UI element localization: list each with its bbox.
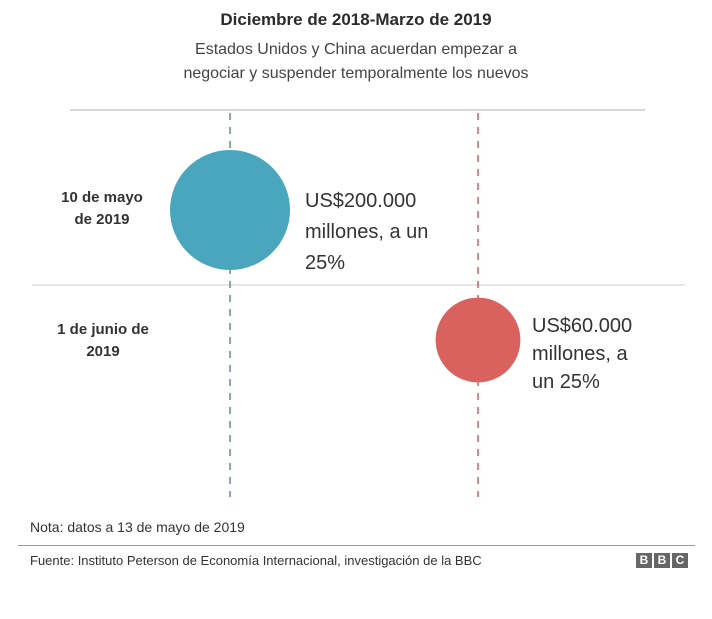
us-value-line-2: millones, a un (305, 221, 429, 243)
us-value-line-3: 25% (305, 252, 346, 274)
chart-title: Diciembre de 2018-Marzo de 2019 (220, 10, 492, 29)
row-label-2: 1 de junio de 2019 (33, 319, 173, 363)
china-value-line-2: millones, a (532, 343, 628, 365)
china-value-line-1: US$60.000 (532, 315, 633, 337)
row-label-2-line-2: 2019 (86, 343, 120, 360)
china-value-line-3: un 25% (532, 371, 600, 393)
bbc-logo-b1: B (636, 553, 652, 568)
row-label-2-line-1: 1 de junio de (57, 321, 149, 338)
source: Fuente: Instituto Peterson de Economía I… (30, 553, 482, 568)
bbc-logo: B B C (636, 553, 688, 568)
bbc-logo-b2: B (654, 553, 670, 568)
note: Nota: datos a 13 de mayo de 2019 (30, 519, 245, 535)
china-value-label: US$60.000 millones, a un 25% (532, 312, 632, 396)
us-value-label: US$200.000 millones, a un 25% (305, 186, 428, 279)
china-bubble (435, 297, 521, 383)
row-label-1-line-2: de 2019 (74, 211, 130, 228)
us-bubble (170, 150, 290, 270)
row-label-1-line-1: 10 de mayo (61, 189, 143, 206)
subtitle-line-2: negociar y suspender temporalmente los n… (183, 65, 529, 82)
us-value-line-1: US$200.000 (305, 190, 417, 212)
bbc-logo-c: C (672, 553, 688, 568)
footer-rule (18, 545, 695, 546)
row-label-1: 10 de mayo de 2019 (32, 187, 172, 231)
subtitle-line-1: Estados Unidos y China acuerdan empezar … (195, 41, 517, 58)
